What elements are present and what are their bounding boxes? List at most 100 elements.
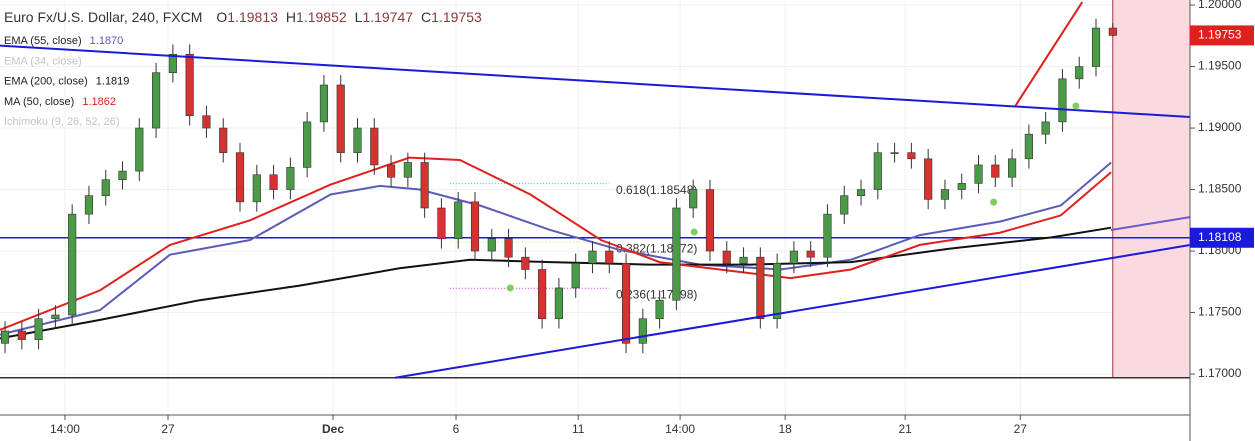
y-tick-label: 1.18500 [1198, 182, 1242, 196]
x-tick-label: 14:00 [665, 422, 695, 436]
marker-dot [690, 228, 698, 236]
candle-body [957, 183, 966, 190]
candle-body [605, 250, 614, 264]
x-tick-label: 27 [1014, 422, 1028, 436]
legend-entry: MA (50, close) 1.1862 [4, 96, 116, 108]
ohlc-letter: L [355, 9, 363, 25]
legend-value: 1.1862 [82, 96, 116, 108]
legend-name: MA (50, close) [4, 96, 74, 108]
legend-entry: EMA (200, close) 1.1819 [4, 76, 129, 88]
candle-body [538, 269, 547, 319]
plot-area: 0.618(1.18548)0.382(1.18072)0.236(1.1769… [0, 0, 1190, 379]
candle-body [621, 263, 631, 344]
candle-body [118, 170, 127, 181]
x-tick-label: 6 [453, 422, 460, 436]
candle-body [286, 167, 295, 190]
candle-body [1041, 121, 1050, 135]
legend-name: Ichimoku (9, 26, 52, 26) [4, 116, 120, 128]
candle-body [437, 207, 446, 240]
candle-body [504, 238, 513, 258]
overlay: 1.170001.175001.180001.185001.190001.195… [4, 0, 1254, 436]
ohlc-letter: H [286, 9, 296, 25]
candle-body [773, 263, 782, 319]
candle-body [51, 314, 60, 319]
trendline [394, 244, 1190, 379]
candle-body [689, 189, 698, 209]
candle-body [588, 250, 597, 264]
candle-body [17, 330, 26, 340]
candle-body [269, 174, 278, 190]
chart-title: Euro Fx/U.S. Dollar, 240, FXCM [4, 9, 202, 25]
candle-body [68, 213, 77, 316]
candle-body [168, 53, 177, 73]
candle-body [319, 84, 329, 123]
candle-body [907, 152, 916, 160]
y-tick-label: 1.19500 [1198, 59, 1242, 73]
marker-dot [1072, 102, 1080, 110]
candle-body [672, 207, 681, 301]
candle-body [487, 238, 496, 252]
candle-body [655, 299, 664, 319]
marker-dot [506, 284, 514, 292]
candle-body [1108, 27, 1117, 36]
candle-body [403, 162, 412, 178]
y-tick-label: 1.19000 [1198, 120, 1242, 134]
candle-body [1075, 66, 1084, 80]
candle-body [739, 256, 748, 264]
ohlc-value: 1.19753 [431, 9, 482, 25]
x-tick-label: 27 [161, 422, 175, 436]
indicator-line [0, 161, 1112, 336]
x-tick-label: 14:00 [50, 422, 80, 436]
indicator-line [0, 226, 1112, 340]
y-tick-label: 1.17000 [1198, 366, 1242, 380]
candle-body [252, 174, 261, 203]
x-tick-label: 21 [898, 422, 912, 436]
fib-label: 0.618(1.18548) [616, 183, 697, 197]
trendline [1110, 216, 1190, 231]
candle-body [924, 158, 933, 200]
candle-body [1024, 133, 1033, 160]
candle-body [638, 318, 647, 344]
trendline [1014, 1, 1084, 107]
grid [0, 0, 1190, 415]
legend-name: EMA (200, close) [4, 76, 88, 88]
candle-body [554, 287, 563, 319]
candle-body [890, 152, 899, 154]
candle-body [370, 127, 379, 166]
candle-body [135, 127, 144, 172]
candle-body [202, 115, 211, 129]
legend-entry: EMA (55, close) 1.1870 [4, 35, 123, 47]
candle-body [470, 201, 480, 252]
legend-entry: Ichimoku (9, 26, 52, 26) [4, 116, 120, 128]
price-tag [1190, 227, 1254, 248]
candle-body [84, 195, 94, 215]
y-tick-label: 1.20000 [1198, 0, 1242, 11]
x-tick-label: Dec [322, 422, 344, 436]
price-tag [1190, 25, 1254, 46]
ohlc-value: 1.19852 [296, 9, 347, 25]
legend-value: 1.1870 [90, 35, 124, 47]
chart-header: Euro Fx/U.S. Dollar, 240, FXCM O1.19813 H1… [4, 9, 482, 25]
legend-entry: EMA (34, close) [4, 55, 82, 67]
price-tag-label: 1.18108 [1198, 230, 1242, 244]
candle-body [219, 127, 228, 153]
price-tag-label: 1.19753 [1198, 28, 1242, 42]
candle-body [303, 121, 312, 168]
y-tick-label: 1.17500 [1198, 305, 1242, 319]
candle-body [185, 53, 194, 117]
candle-body [353, 127, 362, 153]
candle-body [940, 189, 950, 200]
candle-body [454, 201, 463, 240]
candle-body [722, 250, 731, 264]
marker-dot [990, 198, 998, 206]
candle-body [873, 152, 882, 190]
candle-body [705, 189, 715, 252]
candle-body [840, 195, 849, 215]
candle-body [420, 162, 429, 209]
candle-body [386, 164, 396, 178]
legend-name: EMA (34, close) [4, 55, 82, 67]
candle-body [0, 330, 10, 344]
candle-body [336, 84, 345, 153]
candle-body [991, 164, 1000, 178]
